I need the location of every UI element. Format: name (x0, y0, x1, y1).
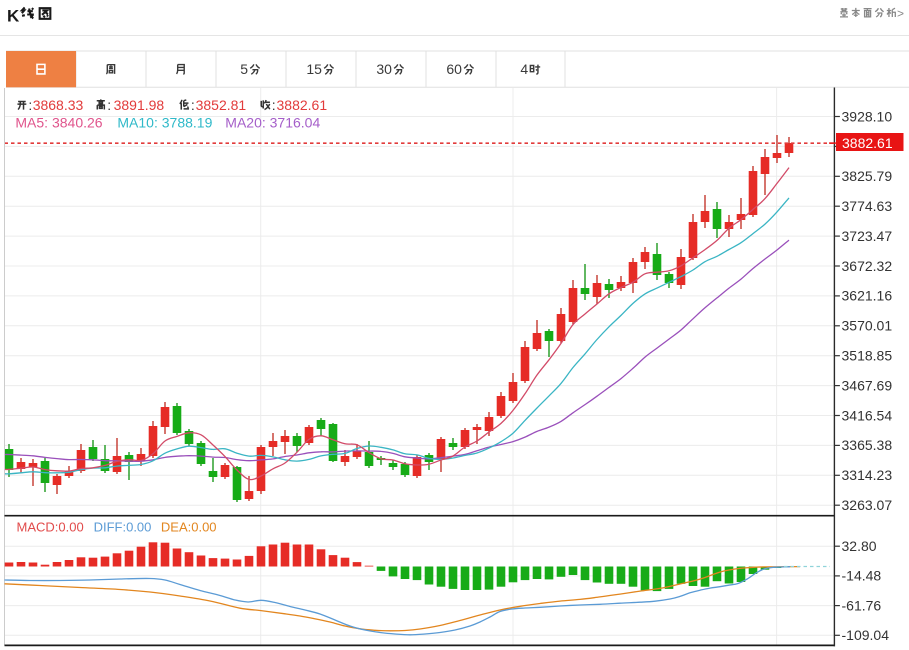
svg-text:3723.47: 3723.47 (842, 228, 893, 244)
svg-text:3621.16: 3621.16 (842, 288, 893, 304)
svg-text::: : (191, 97, 195, 113)
svg-text:MACD:0.00: MACD:0.00 (17, 520, 84, 535)
svg-text:DIFF:0.00: DIFF:0.00 (94, 520, 152, 535)
svg-text:MA10: 3788.19: MA10: 3788.19 (117, 114, 212, 130)
svg-text:-61.76: -61.76 (842, 597, 882, 613)
svg-text:3825.79: 3825.79 (842, 168, 893, 184)
svg-text:>: > (897, 7, 904, 21)
svg-text:3672.32: 3672.32 (842, 258, 893, 274)
svg-text:3882.61: 3882.61 (277, 97, 328, 113)
svg-text::: : (272, 97, 276, 113)
svg-text:15: 15 (306, 61, 322, 77)
svg-text:3928.10: 3928.10 (842, 108, 893, 124)
svg-text:3518.85: 3518.85 (842, 348, 893, 364)
svg-text:3852.81: 3852.81 (196, 97, 247, 113)
svg-text:3882.61: 3882.61 (842, 135, 893, 151)
svg-text:60: 60 (446, 61, 462, 77)
svg-text:3416.54: 3416.54 (842, 407, 893, 423)
svg-text::: : (107, 97, 111, 113)
svg-text:32.80: 32.80 (842, 538, 877, 554)
svg-text:-14.48: -14.48 (842, 568, 882, 584)
svg-text:3314.23: 3314.23 (842, 467, 893, 483)
svg-text:3868.33: 3868.33 (33, 97, 84, 113)
svg-text:3774.63: 3774.63 (842, 198, 893, 214)
svg-text:K: K (7, 7, 20, 26)
svg-text:3891.98: 3891.98 (114, 97, 165, 113)
svg-text:-109.04: -109.04 (842, 627, 890, 643)
svg-text:30: 30 (376, 61, 392, 77)
svg-text:3365.38: 3365.38 (842, 437, 893, 453)
svg-text:3570.01: 3570.01 (842, 318, 893, 334)
svg-text:MA20: 3716.04: MA20: 3716.04 (225, 114, 320, 130)
svg-text:3263.07: 3263.07 (842, 497, 893, 513)
svg-text:3467.69: 3467.69 (842, 377, 893, 393)
svg-text::: : (28, 97, 32, 113)
svg-text:DEA:0.00: DEA:0.00 (161, 520, 217, 535)
svg-text:5: 5 (240, 61, 248, 77)
svg-text:4: 4 (520, 61, 528, 77)
svg-text:MA5: 3840.26: MA5: 3840.26 (15, 114, 102, 130)
